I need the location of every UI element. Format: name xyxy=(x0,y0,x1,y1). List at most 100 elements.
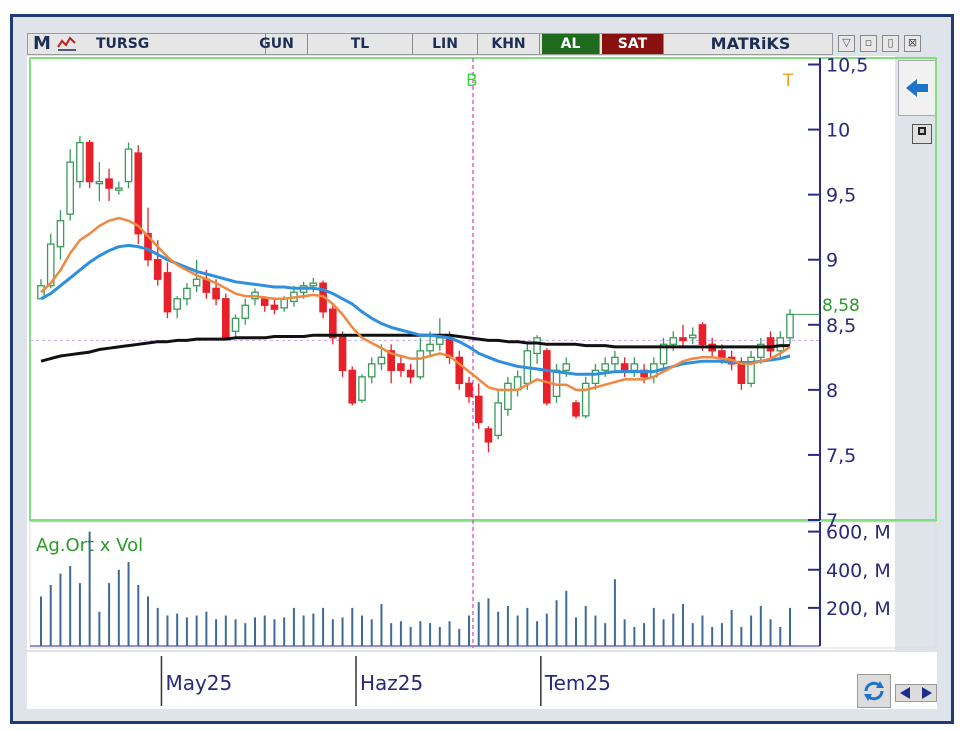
chart-type-icon[interactable] xyxy=(56,34,78,54)
candle-body xyxy=(212,287,220,300)
candle-body xyxy=(124,148,133,183)
candle-body xyxy=(397,363,405,371)
candle-body xyxy=(533,337,541,355)
ema-long-line xyxy=(40,333,790,363)
price-tick-label: 8 xyxy=(826,380,838,402)
candle-body xyxy=(484,428,493,443)
volume-tick-label: 400, M xyxy=(826,560,891,582)
candle-body xyxy=(192,278,201,287)
price-tick-label: 8,5 xyxy=(826,315,856,337)
candle-body xyxy=(406,369,415,378)
price-tick-label: 10 xyxy=(826,120,850,142)
candle-body xyxy=(173,298,181,310)
volume-panel-border xyxy=(29,521,937,649)
chart-background xyxy=(27,56,895,650)
price-tick-label: 7,5 xyxy=(826,445,856,467)
candle-body xyxy=(474,395,483,424)
candle-body xyxy=(231,317,240,332)
candle-body xyxy=(698,324,707,345)
candle-body xyxy=(572,402,580,417)
ema-mid-line xyxy=(40,243,791,376)
candle-body xyxy=(153,259,162,280)
candle-body xyxy=(620,363,629,371)
candle-body xyxy=(338,334,347,371)
candle-body xyxy=(241,304,250,319)
candle-body xyxy=(76,141,84,183)
candle-body xyxy=(367,363,376,378)
candle-body xyxy=(387,350,395,371)
candle-body xyxy=(358,376,366,401)
candle-body xyxy=(562,363,571,371)
candle-body xyxy=(134,152,143,235)
marker-sell-label: T xyxy=(782,71,794,91)
scale-button[interactable]: LIN xyxy=(413,34,478,54)
minimize-icon[interactable]: ▫ xyxy=(860,35,877,52)
dropdown-icon[interactable]: ▽ xyxy=(838,35,855,52)
refresh-icon[interactable] xyxy=(857,674,891,708)
candle-body xyxy=(688,334,697,339)
marker-buy-label: B xyxy=(466,71,478,91)
candle-body xyxy=(766,337,775,352)
matriks-logo: M xyxy=(33,33,51,54)
candle-body xyxy=(581,382,590,417)
candle-body xyxy=(494,402,502,437)
chart-toolbar: M TURSG GUN TL LIN KHN AL SAT MATRiKS xyxy=(27,33,833,55)
price-tick-label: 9 xyxy=(826,250,838,272)
candle-body xyxy=(465,382,473,398)
candle-body xyxy=(105,178,113,189)
candle-body xyxy=(659,343,668,365)
candle-body xyxy=(436,337,444,345)
candle-body xyxy=(455,356,464,385)
candle-body xyxy=(747,356,755,385)
buy-button[interactable]: AL xyxy=(542,34,600,54)
candle-body xyxy=(669,337,678,345)
candle-body xyxy=(85,141,94,183)
candle-body xyxy=(718,350,726,358)
khn-button[interactable]: KHN xyxy=(478,34,540,54)
square-icon[interactable] xyxy=(912,124,932,144)
candle-body xyxy=(504,382,512,411)
candle-body xyxy=(786,313,794,339)
price-tick-label: 10,5 xyxy=(826,55,868,77)
ema-short-line xyxy=(40,216,791,392)
candle-body xyxy=(270,304,279,310)
currency-button[interactable]: TL xyxy=(308,34,413,54)
candle-body xyxy=(611,356,619,365)
candle-body xyxy=(222,298,230,339)
sell-button[interactable]: SAT xyxy=(602,34,664,54)
time-axis-bar xyxy=(27,652,937,709)
price-tick-label: 7 xyxy=(826,510,838,532)
candle-body xyxy=(377,356,386,365)
candle-body xyxy=(591,369,600,385)
candle-body xyxy=(348,369,357,404)
volume-tick-label: 600, M xyxy=(826,522,891,544)
candle-body xyxy=(329,308,337,339)
candle-body xyxy=(280,298,288,309)
candle-body xyxy=(426,343,434,352)
candle-body xyxy=(46,243,55,287)
candle-body xyxy=(260,298,269,306)
candle-body xyxy=(95,180,104,185)
period-button[interactable]: GUN xyxy=(246,34,308,54)
arrow-left-icon[interactable] xyxy=(898,60,936,116)
candle-body xyxy=(144,233,152,261)
candle-body xyxy=(630,363,639,371)
candle-body xyxy=(679,337,687,342)
candle-body xyxy=(183,287,191,300)
candle-body xyxy=(543,350,551,404)
candle-body xyxy=(163,272,172,313)
symbol-field[interactable]: TURSG xyxy=(76,34,266,54)
close-icon[interactable]: ⊠ xyxy=(904,35,921,52)
price-tick-label: 9,5 xyxy=(826,185,856,207)
candle-body xyxy=(601,363,609,371)
candle-body xyxy=(737,363,746,385)
candle-body xyxy=(66,161,74,215)
candle-body xyxy=(309,282,318,287)
restore-icon[interactable]: ▯ xyxy=(882,35,899,52)
candle-body xyxy=(56,220,65,248)
scroll-arrows-icon[interactable] xyxy=(895,684,937,702)
last-price-label: 8,58 xyxy=(822,296,860,316)
candle-body xyxy=(416,350,425,378)
brand-label: MATRiKS xyxy=(710,34,791,53)
